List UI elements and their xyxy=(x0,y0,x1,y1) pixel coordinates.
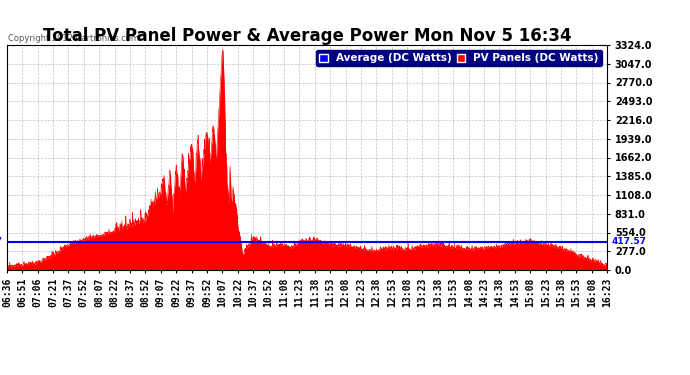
Legend: Average (DC Watts), PV Panels (DC Watts): Average (DC Watts), PV Panels (DC Watts) xyxy=(316,50,602,66)
Title: Total PV Panel Power & Average Power Mon Nov 5 16:34: Total PV Panel Power & Average Power Mon… xyxy=(43,27,571,45)
Text: Copyright 2012 Cartronics.com: Copyright 2012 Cartronics.com xyxy=(8,34,139,43)
Text: 417.57: 417.57 xyxy=(0,237,3,246)
Text: 417.57: 417.57 xyxy=(611,237,647,246)
